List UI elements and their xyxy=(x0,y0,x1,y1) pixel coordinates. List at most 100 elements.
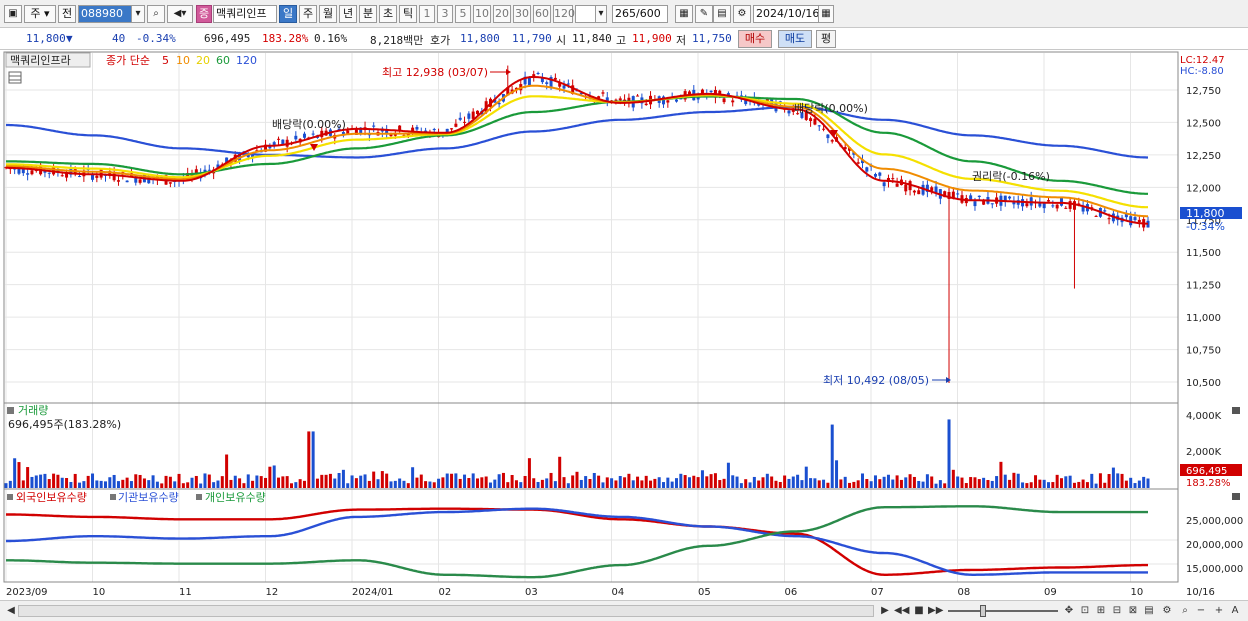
period-month[interactable]: 월 xyxy=(319,5,337,23)
buy-button[interactable]: 매수 xyxy=(738,30,772,48)
candle-body xyxy=(662,96,666,105)
volume-panel-close-icon[interactable] xyxy=(1232,407,1240,414)
interval-120[interactable]: 120 xyxy=(553,5,575,23)
volume-bar xyxy=(424,481,428,488)
search-icon[interactable]: ⌕ xyxy=(1182,605,1188,616)
stop-icon[interactable]: ■ xyxy=(914,605,924,616)
volume-bar xyxy=(951,469,955,488)
chevron-down-icon[interactable]: ▾ xyxy=(131,5,145,23)
crosshair-icon[interactable]: ✥ xyxy=(1064,605,1074,616)
trade-amount: 8,218백만 xyxy=(370,34,424,47)
zoom-slider[interactable] xyxy=(948,610,1058,612)
grid-icon[interactable]: ▦ xyxy=(675,5,693,23)
draw-tool-icon[interactable]: ✎ xyxy=(695,5,713,23)
period-day[interactable]: 일 xyxy=(279,5,297,23)
volume-panel-value: 696,495주(183.28%) xyxy=(8,418,121,431)
price-tick-label: 10,500 xyxy=(1186,378,1221,389)
calendar-icon[interactable]: ▦ xyxy=(818,5,834,23)
volume-bar xyxy=(757,480,761,488)
volume-bar xyxy=(1016,473,1020,488)
font-size-icon[interactable]: A xyxy=(1231,605,1239,616)
zoom-out-icon[interactable]: − xyxy=(1196,605,1206,616)
volume-bar xyxy=(995,476,999,488)
rewind-icon[interactable]: ◀◀ xyxy=(894,605,910,616)
period-second[interactable]: 초 xyxy=(379,5,397,23)
zoom-fit-icon[interactable]: ⊡ xyxy=(1080,605,1090,616)
candle-body xyxy=(990,203,994,205)
volume-bar xyxy=(34,475,38,488)
scroll-left-icon[interactable]: ◀ xyxy=(7,605,15,616)
count-input[interactable]: 265/600 xyxy=(612,5,668,23)
candle-body xyxy=(372,125,376,127)
volume-bar xyxy=(26,467,30,488)
period-tick[interactable]: 틱 xyxy=(399,5,417,23)
volume-bar xyxy=(116,481,120,488)
chevron-down-icon[interactable]: ▾ xyxy=(595,5,607,23)
sell-button[interactable]: 매도 xyxy=(778,30,812,48)
volume-bar xyxy=(770,476,774,488)
low-label: 저 xyxy=(676,34,687,47)
volume-bar xyxy=(731,475,735,488)
interval-1[interactable]: 1 xyxy=(419,5,435,23)
toolbar: ▣ 주 ▾ 전 088980 ▾ ⌕ ◀▾ 증 맥쿼리인프 일 주 월 년 분 … xyxy=(0,0,1248,28)
interval-20[interactable]: 20 xyxy=(493,5,511,23)
search-icon[interactable]: ⌕ xyxy=(147,5,165,23)
interval-60[interactable]: 60 xyxy=(533,5,551,23)
scroll-track[interactable] xyxy=(18,605,874,617)
measure-icon[interactable]: ⊞ xyxy=(1096,605,1106,616)
holding-panel-close-icon[interactable] xyxy=(1232,493,1240,500)
volume-bar xyxy=(670,481,674,488)
x-axis-label: 08 xyxy=(958,587,971,598)
eval-button[interactable]: 평 xyxy=(816,30,836,48)
stock-code-input[interactable]: 088980 xyxy=(78,5,138,23)
candle-body xyxy=(1124,213,1128,218)
candle-body xyxy=(809,118,813,122)
volume-bar xyxy=(649,480,653,488)
interval-30[interactable]: 30 xyxy=(513,5,531,23)
period-week[interactable]: 주 xyxy=(299,5,317,23)
volume-bar xyxy=(735,476,739,488)
interval-10[interactable]: 10 xyxy=(473,5,491,23)
volume-bar xyxy=(194,475,198,488)
x-axis-label: 2023/09 xyxy=(6,587,48,598)
settings-icon[interactable]: ⚙ xyxy=(1162,605,1172,616)
print-icon[interactable]: ▤ xyxy=(1144,605,1154,616)
zoom-in-icon[interactable]: + xyxy=(1214,605,1224,616)
gear-icon[interactable]: ⚙ xyxy=(733,5,751,23)
volume-bar xyxy=(1042,479,1046,488)
stock-chart[interactable]: 맥쿼리인프라 종가 단순 5 10 20 60 120 LC:12.47 HC:… xyxy=(0,50,1248,600)
save-icon[interactable]: ▤ xyxy=(713,5,731,23)
volume-bar xyxy=(796,474,800,488)
ma-5-label[interactable]: 5 xyxy=(162,54,169,67)
table-toggle-icon[interactable] xyxy=(8,71,22,84)
volume-bar xyxy=(571,475,575,488)
interval-5[interactable]: 5 xyxy=(455,5,471,23)
volume-bar xyxy=(938,480,942,488)
period-minute[interactable]: 분 xyxy=(359,5,377,23)
all-button[interactable]: 전 xyxy=(58,5,76,23)
chart-type-icon[interactable]: ⊠ xyxy=(1128,605,1138,616)
interval-3[interactable]: 3 xyxy=(437,5,453,23)
play-icon[interactable]: ▶ xyxy=(881,605,889,616)
ma-60-label[interactable]: 60 xyxy=(216,54,230,67)
ma-20-label[interactable]: 20 xyxy=(196,54,210,67)
high-price: 11,900 xyxy=(632,32,672,45)
volume-bar xyxy=(1124,480,1128,488)
ma-10-label[interactable]: 10 xyxy=(176,54,190,67)
zoom-slider-thumb[interactable] xyxy=(980,605,986,617)
volume-bar xyxy=(484,476,488,488)
candle-body xyxy=(536,72,540,74)
ruler-icon[interactable]: ⊟ xyxy=(1112,605,1122,616)
window-menu-icon[interactable]: ▣ xyxy=(4,5,22,23)
market-select[interactable]: 주 ▾ xyxy=(24,5,56,23)
candle-body xyxy=(65,173,69,178)
volume-bar xyxy=(1047,482,1051,488)
x-axis-label: 04 xyxy=(612,587,625,598)
volume-bar xyxy=(294,482,298,488)
ma-120-label[interactable]: 120 xyxy=(236,54,257,67)
speaker-icon[interactable]: ◀▾ xyxy=(167,5,193,23)
fast-forward-icon[interactable]: ▶▶ xyxy=(928,605,944,616)
period-year[interactable]: 년 xyxy=(339,5,357,23)
volume-bar xyxy=(501,472,505,488)
ma-120-line xyxy=(6,105,1148,159)
